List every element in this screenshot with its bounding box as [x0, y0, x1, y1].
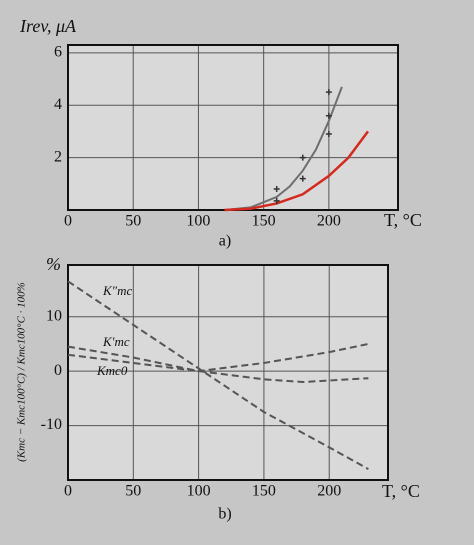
- data-point: [325, 112, 332, 119]
- plot-area: [68, 265, 388, 480]
- data-point: [273, 186, 280, 193]
- x-tick-label: 50: [125, 483, 141, 500]
- plot-area: [68, 45, 398, 210]
- x-tick-label: 0: [64, 483, 72, 500]
- data-point: [325, 89, 332, 96]
- data-point: [273, 197, 280, 204]
- y-axis-title: (Kmc − Kmc100°C) / Kmc100°C · 100%: [16, 282, 28, 462]
- x-tick-label: 100: [186, 213, 210, 230]
- y-tick-label: 6: [54, 44, 62, 61]
- caption: b): [218, 506, 231, 523]
- x-tick-label: 200: [317, 213, 341, 230]
- series-label: K′mc: [102, 334, 130, 349]
- x-tick-label: 150: [252, 483, 276, 500]
- x-tick-label: 0: [64, 213, 72, 230]
- y-tick-label: -10: [41, 416, 62, 433]
- x-axis-label: T, °C: [382, 481, 420, 501]
- data-line: [67, 342, 369, 373]
- y-tick-label: 2: [54, 148, 62, 165]
- x-tick-label: 100: [187, 483, 211, 500]
- plot-frame: [67, 264, 389, 481]
- data-line: [224, 130, 370, 212]
- x-tick-label: 150: [252, 213, 276, 230]
- data-point: [325, 131, 332, 138]
- y-axis-label: Irev, μA: [19, 16, 77, 36]
- series-label: K″mc: [102, 283, 132, 298]
- x-tick-label: 50: [125, 213, 141, 230]
- y-tick-label: 4: [54, 96, 62, 113]
- data-line: [224, 86, 343, 211]
- data-point: [299, 154, 306, 161]
- series-label: Kmc0: [96, 363, 128, 378]
- y-tick-label: 0: [54, 362, 62, 379]
- caption: a): [219, 233, 231, 250]
- data-point: [299, 175, 306, 182]
- x-axis-label: T, °C: [384, 210, 422, 230]
- x-tick-label: 200: [317, 483, 341, 500]
- y-tick-label: 10: [46, 307, 62, 324]
- y-axis-label: %: [46, 254, 61, 274]
- data-line: [67, 353, 369, 384]
